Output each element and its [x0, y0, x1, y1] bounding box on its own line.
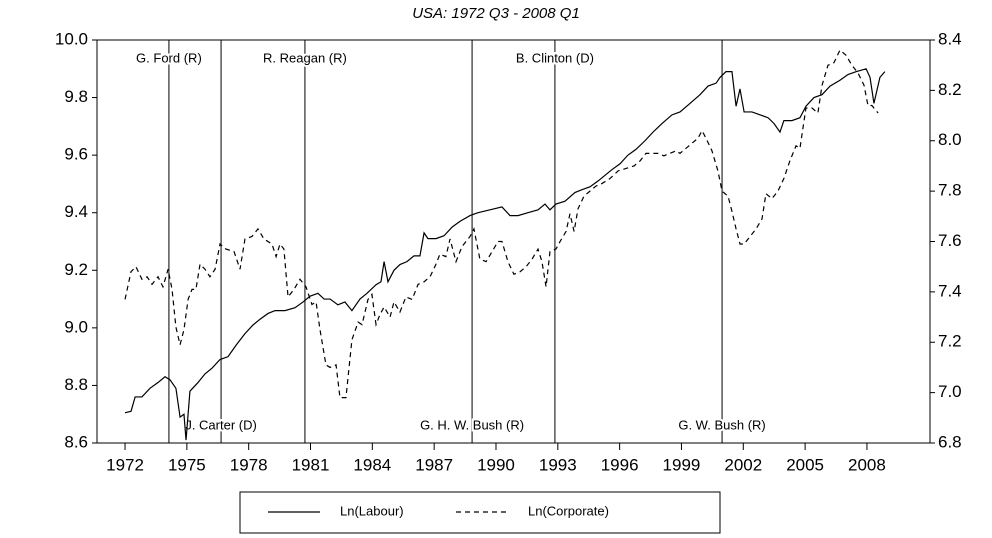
y-tick-label: 9.0 — [64, 317, 88, 336]
legend-label: Ln(Labour) — [340, 503, 404, 518]
y2-tick-label: 7.2 — [938, 332, 962, 351]
event-label: R. Reagan (R) — [263, 50, 347, 65]
x-tick-label: 1990 — [477, 455, 515, 474]
x-tick-label: 2005 — [786, 455, 824, 474]
event-label: G. H. W. Bush (R) — [420, 417, 524, 432]
x-tick-label: 1978 — [230, 455, 268, 474]
y2-tick-label: 8.4 — [938, 29, 962, 48]
x-tick-label: 1993 — [539, 455, 577, 474]
y-tick-label: 9.2 — [64, 260, 88, 279]
y-tick-label: 9.6 — [64, 145, 88, 164]
event-label: G. Ford (R) — [136, 50, 202, 65]
y2-tick-label: 7.0 — [938, 382, 962, 401]
x-tick-label: 1996 — [601, 455, 639, 474]
legend-label: Ln(Corporate) — [528, 503, 609, 518]
x-tick-label: 1972 — [106, 455, 144, 474]
y-tick-label: 8.8 — [64, 375, 88, 394]
chart-title: USA: 1972 Q3 - 2008 Q1 — [412, 5, 580, 22]
y2-tick-label: 8.0 — [938, 130, 962, 149]
series-line — [124, 68, 886, 441]
y-tick-label: 9.4 — [64, 202, 88, 221]
plot-frame — [96, 39, 931, 444]
series-line — [124, 49, 879, 399]
x-tick-label: 1984 — [353, 455, 391, 474]
y-tick-label: 8.6 — [64, 432, 88, 451]
x-tick-label: 1975 — [168, 455, 206, 474]
y2-tick-label: 7.6 — [938, 231, 962, 250]
event-label: J. Carter (D) — [185, 417, 257, 432]
y2-tick-label: 8.2 — [938, 80, 962, 99]
x-tick-label: 2002 — [724, 455, 762, 474]
y-tick-label: 10.0 — [55, 29, 88, 48]
y2-tick-label: 7.4 — [938, 281, 962, 300]
x-tick-label: 1999 — [663, 455, 701, 474]
y-tick-label: 9.8 — [64, 87, 88, 106]
event-label: B. Clinton (D) — [516, 50, 594, 65]
y2-tick-label: 7.8 — [938, 181, 962, 200]
x-tick-label: 2008 — [848, 455, 886, 474]
x-tick-label: 1987 — [415, 455, 453, 474]
y2-tick-label: 6.8 — [938, 432, 962, 451]
event-label: G. W. Bush (R) — [678, 417, 765, 432]
x-tick-label: 1981 — [292, 455, 330, 474]
